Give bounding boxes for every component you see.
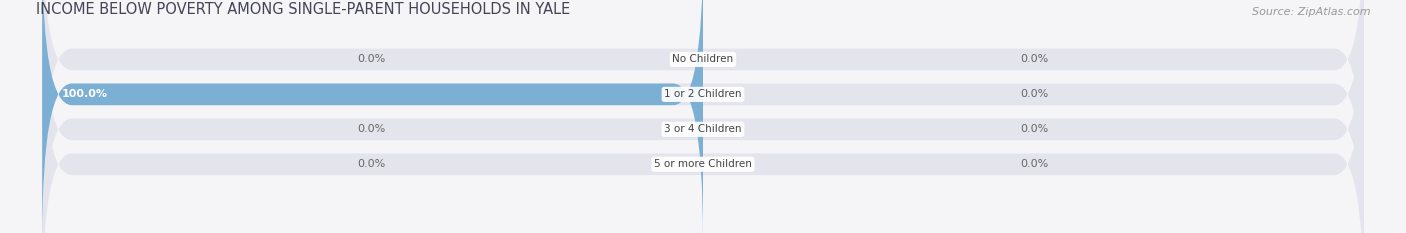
Text: Source: ZipAtlas.com: Source: ZipAtlas.com <box>1251 7 1371 17</box>
Text: 0.0%: 0.0% <box>1021 55 1049 64</box>
Text: 100.0%: 100.0% <box>62 89 108 99</box>
Text: No Children: No Children <box>672 55 734 64</box>
Text: 0.0%: 0.0% <box>1021 124 1049 134</box>
Text: 0.0%: 0.0% <box>1021 89 1049 99</box>
Text: 0.0%: 0.0% <box>1021 159 1049 169</box>
FancyBboxPatch shape <box>42 0 703 233</box>
Text: INCOME BELOW POVERTY AMONG SINGLE-PARENT HOUSEHOLDS IN YALE: INCOME BELOW POVERTY AMONG SINGLE-PARENT… <box>35 2 569 17</box>
Text: 0.0%: 0.0% <box>357 159 385 169</box>
FancyBboxPatch shape <box>42 0 1364 233</box>
Text: 1 or 2 Children: 1 or 2 Children <box>664 89 742 99</box>
Text: 0.0%: 0.0% <box>357 55 385 64</box>
Text: 3 or 4 Children: 3 or 4 Children <box>664 124 742 134</box>
Text: 5 or more Children: 5 or more Children <box>654 159 752 169</box>
FancyBboxPatch shape <box>42 18 1364 233</box>
Text: 0.0%: 0.0% <box>357 124 385 134</box>
FancyBboxPatch shape <box>42 0 1364 206</box>
FancyBboxPatch shape <box>42 0 1364 233</box>
